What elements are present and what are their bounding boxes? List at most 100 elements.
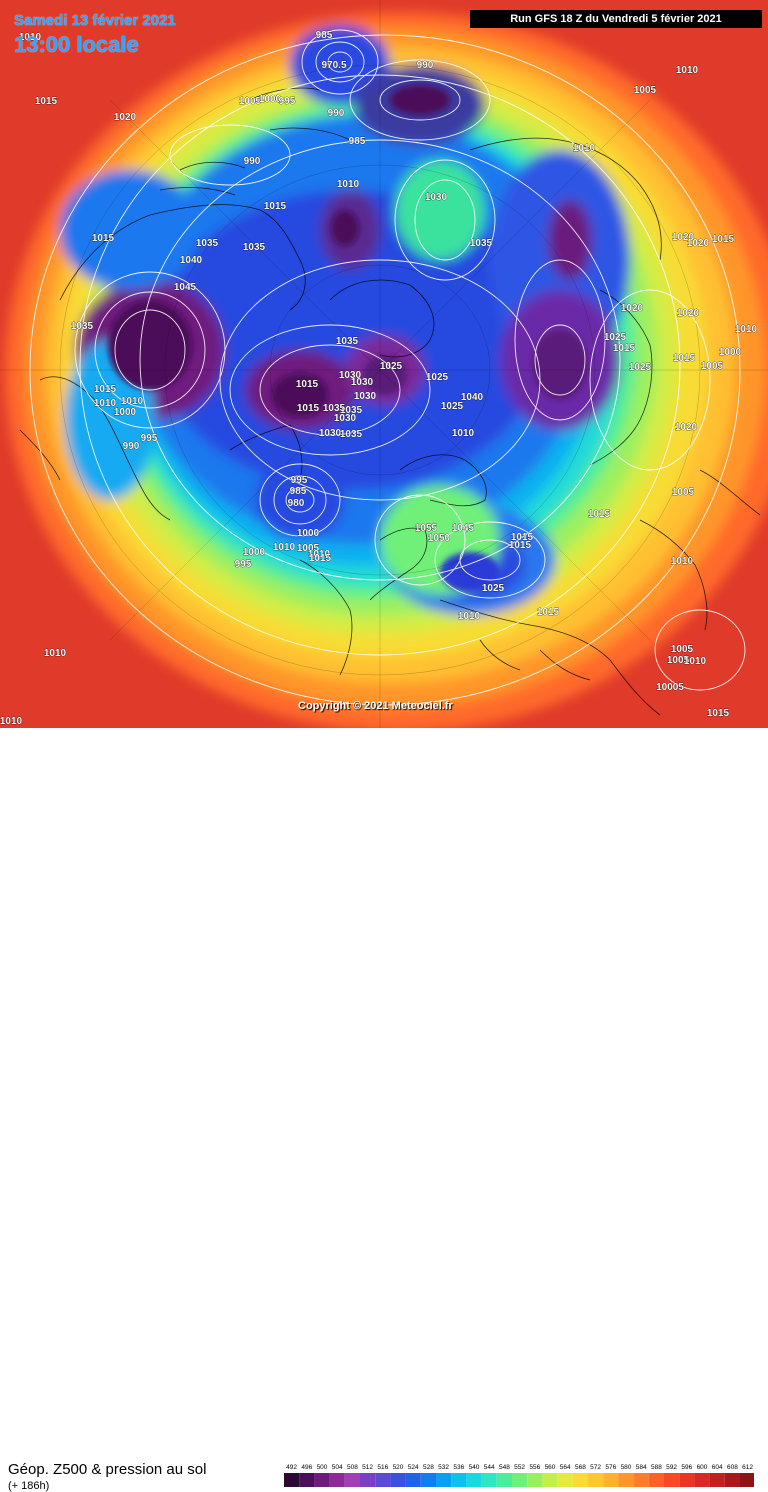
pressure-label: 1010 — [121, 396, 144, 407]
pressure-label: 1020 — [675, 422, 698, 433]
pressure-label: 1040 — [180, 255, 203, 266]
pressure-label: 1010 — [308, 549, 331, 560]
scale-tick-label: 584 — [636, 1464, 647, 1471]
scale-color-swatch — [633, 1473, 649, 1487]
scale-color-swatch — [314, 1473, 330, 1487]
scale-tick-label: 556 — [529, 1464, 540, 1471]
pressure-label: 1015 — [613, 343, 636, 354]
pressure-label: 1010 — [458, 611, 481, 622]
color-scale: 492 496 500 504 508 512 516 520 524 528 532 536 540 5… — [284, 1464, 754, 1487]
scale-color-swatch — [709, 1473, 725, 1487]
pressure-label: 1035 — [336, 336, 359, 347]
scale-tick-label: 524 — [408, 1464, 419, 1471]
scale-color-swatch — [664, 1473, 680, 1487]
scale-tick-label: 552 — [514, 1464, 525, 1471]
pressure-label: 995 — [279, 96, 296, 107]
pressure-label: 1010 — [452, 428, 475, 439]
pressure-label: 1000 — [243, 547, 266, 558]
graticule — [0, 0, 768, 728]
pressure-label: 1010 — [573, 143, 596, 154]
pressure-label: 1030 — [339, 370, 362, 381]
forecast-lead-time: (+ 186h) — [8, 1480, 50, 1492]
scale-color-swatch — [436, 1473, 452, 1487]
pressure-label: 1020 — [621, 303, 644, 314]
scale-color-swatch — [527, 1473, 543, 1487]
pressure-label: 1025 — [629, 362, 652, 373]
pressure-label: 1025 — [482, 583, 505, 594]
pressure-label: 1035 — [71, 321, 94, 332]
scale-color-swatch — [572, 1473, 588, 1487]
scale-tick-label: 592 — [666, 1464, 677, 1471]
pressure-label: 1015 — [707, 708, 730, 719]
legend-title: Géop. Z500 & pression au sol — [8, 1461, 207, 1478]
pressure-label: 1000 — [297, 528, 320, 539]
pressure-label: 970.5 — [321, 60, 346, 71]
scale-tick-label: 516 — [377, 1464, 388, 1471]
scale-color-swatch — [451, 1473, 467, 1487]
scale-tick-label: 512 — [362, 1464, 373, 1471]
scale-tick-label: 520 — [393, 1464, 404, 1471]
pressure-label: 1045 — [452, 523, 475, 534]
pressure-label: 1005 — [672, 487, 695, 498]
model-run-banner: Run GFS 18 Z du Vendredi 5 février 2021 — [470, 10, 762, 28]
pressure-label: 1035 — [470, 238, 493, 249]
pressure-label: 980 — [288, 498, 305, 509]
scale-color-swatch — [648, 1473, 664, 1487]
weather-map: 1010 985 970.5 990 1010 1005 1015 1020 1005 1000 9… — [0, 0, 768, 728]
pressure-label: 1010 — [0, 716, 23, 727]
scale-tick-label: 568 — [575, 1464, 586, 1471]
scale-color-swatch — [299, 1473, 315, 1487]
pressure-label: 1000 — [114, 407, 137, 418]
pressure-label: 1010 — [735, 324, 758, 335]
pressure-label: 1025 — [604, 332, 627, 343]
scale-tick-label: 528 — [423, 1464, 434, 1471]
pressure-label: 1025 — [380, 361, 403, 372]
pressure-label: 1015 — [673, 353, 696, 364]
pressure-label: 1005 — [634, 85, 657, 96]
scale-color-swatch — [588, 1473, 604, 1487]
scale-tick-label: 588 — [651, 1464, 662, 1471]
pressure-label: 1035 — [323, 403, 346, 414]
pressure-label: 1010 — [273, 542, 296, 553]
scale-color-swatch — [375, 1473, 391, 1487]
pressure-label: 1015 — [264, 201, 287, 212]
scale-tick-label: 504 — [332, 1464, 343, 1471]
pressure-label: 1015 — [588, 509, 611, 520]
scale-color-swatch — [466, 1473, 482, 1487]
pressure-label: 1035 — [196, 238, 219, 249]
pressure-label: 1000 — [259, 94, 282, 105]
pressure-label: 990 — [244, 156, 261, 167]
scale-tick-label: 608 — [727, 1464, 738, 1471]
scale-color-swatch — [284, 1473, 300, 1487]
scale-tick-label: 544 — [484, 1464, 495, 1471]
forecast-local-time: 13:00 locale — [14, 32, 139, 57]
pressure-label: 1050 — [428, 533, 451, 544]
scale-tick-label: 500 — [317, 1464, 328, 1471]
scale-color-swatch — [542, 1473, 558, 1487]
forecast-date: Samedi 13 février 2021 — [14, 12, 176, 29]
pressure-label: 1010 — [94, 398, 117, 409]
pressure-label: 985 — [316, 30, 333, 41]
scale-color-swatch — [618, 1473, 634, 1487]
pressure-label: 1000 — [719, 347, 742, 358]
scale-color-swatch — [512, 1473, 528, 1487]
scale-tick-label: 548 — [499, 1464, 510, 1471]
pressure-label: 990 — [417, 60, 434, 71]
pressure-label: 1005 — [239, 96, 262, 107]
isobars — [29, 29, 746, 706]
pressure-label: 1035 — [340, 405, 363, 416]
scale-color-swatch — [329, 1473, 345, 1487]
scale-tick-label: 540 — [469, 1464, 480, 1471]
pressure-label: 990 — [328, 108, 345, 119]
pressure-label: 1010 — [337, 179, 360, 190]
pressure-label: 1010 — [671, 556, 694, 567]
pressure-label: 995 — [235, 559, 252, 570]
pressure-label: 1015 — [92, 233, 115, 244]
scale-tick-label: 580 — [621, 1464, 632, 1471]
scale-tick-label: 496 — [301, 1464, 312, 1471]
scale-color-swatch — [420, 1473, 436, 1487]
scale-color-swatch — [603, 1473, 619, 1487]
pressure-label: 1015 — [309, 553, 332, 564]
pressure-label: 1005 — [671, 644, 694, 655]
